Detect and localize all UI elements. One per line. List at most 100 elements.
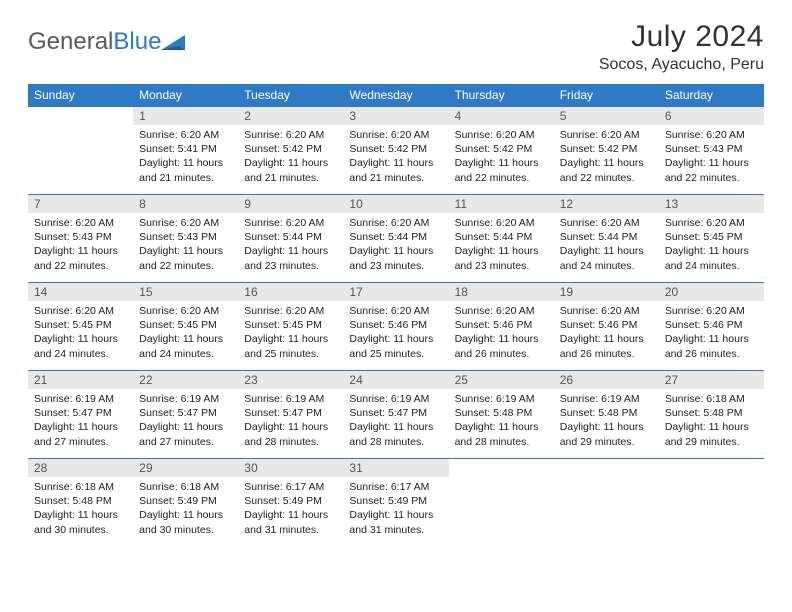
day-number: 19 [554,283,659,301]
day-details: Sunrise: 6:18 AMSunset: 5:49 PMDaylight:… [133,477,238,541]
weekday-wednesday: Wednesday [343,84,448,107]
daylight-line: Daylight: 11 hours and 22 minutes. [455,156,548,184]
daylight-line: Daylight: 11 hours and 30 minutes. [139,508,232,536]
calendar-cell: 26Sunrise: 6:19 AMSunset: 5:48 PMDayligh… [554,371,659,459]
day-details: Sunrise: 6:20 AMSunset: 5:45 PMDaylight:… [659,213,764,277]
day-number: 11 [449,195,554,213]
day-number: 8 [133,195,238,213]
day-number: 2 [238,107,343,125]
sunset-line: Sunset: 5:49 PM [139,494,232,508]
sunset-line: Sunset: 5:48 PM [560,406,653,420]
daylight-line: Daylight: 11 hours and 21 minutes. [349,156,442,184]
daylight-line: Daylight: 11 hours and 27 minutes. [139,420,232,448]
daylight-line: Daylight: 11 hours and 26 minutes. [455,332,548,360]
day-details: Sunrise: 6:20 AMSunset: 5:46 PMDaylight:… [554,301,659,365]
sunrise-line: Sunrise: 6:19 AM [560,392,653,406]
day-number: 27 [659,371,764,389]
day-details: Sunrise: 6:19 AMSunset: 5:47 PMDaylight:… [343,389,448,453]
sunrise-line: Sunrise: 6:20 AM [560,304,653,318]
sunrise-line: Sunrise: 6:19 AM [349,392,442,406]
sunset-line: Sunset: 5:44 PM [455,230,548,244]
calendar-cell: 19Sunrise: 6:20 AMSunset: 5:46 PMDayligh… [554,283,659,371]
sunset-line: Sunset: 5:45 PM [244,318,337,332]
sunset-line: Sunset: 5:49 PM [349,494,442,508]
sunset-line: Sunset: 5:47 PM [349,406,442,420]
daylight-line: Daylight: 11 hours and 29 minutes. [665,420,758,448]
day-details: Sunrise: 6:20 AMSunset: 5:46 PMDaylight:… [659,301,764,365]
logo-word-blue: Blue [113,28,161,55]
daylight-line: Daylight: 11 hours and 21 minutes. [244,156,337,184]
calendar-cell [659,459,764,547]
calendar-cell: 11Sunrise: 6:20 AMSunset: 5:44 PMDayligh… [449,195,554,283]
calendar-cell: 14Sunrise: 6:20 AMSunset: 5:45 PMDayligh… [28,283,133,371]
calendar-cell: 2Sunrise: 6:20 AMSunset: 5:42 PMDaylight… [238,107,343,195]
sunrise-line: Sunrise: 6:20 AM [34,216,127,230]
calendar-cell: 8Sunrise: 6:20 AMSunset: 5:43 PMDaylight… [133,195,238,283]
calendar-cell: 10Sunrise: 6:20 AMSunset: 5:44 PMDayligh… [343,195,448,283]
daylight-line: Daylight: 11 hours and 22 minutes. [560,156,653,184]
day-details: Sunrise: 6:20 AMSunset: 5:43 PMDaylight:… [659,125,764,189]
weekday-friday: Friday [554,84,659,107]
daylight-line: Daylight: 11 hours and 24 minutes. [560,244,653,272]
day-details: Sunrise: 6:20 AMSunset: 5:43 PMDaylight:… [28,213,133,277]
weekday-tuesday: Tuesday [238,84,343,107]
daylight-line: Daylight: 11 hours and 28 minutes. [349,420,442,448]
daylight-line: Daylight: 11 hours and 31 minutes. [349,508,442,536]
calendar-cell: 15Sunrise: 6:20 AMSunset: 5:45 PMDayligh… [133,283,238,371]
day-number: 25 [449,371,554,389]
calendar-cell: 30Sunrise: 6:17 AMSunset: 5:49 PMDayligh… [238,459,343,547]
month-title: July 2024 [599,20,764,54]
daylight-line: Daylight: 11 hours and 25 minutes. [244,332,337,360]
calendar-cell: 29Sunrise: 6:18 AMSunset: 5:49 PMDayligh… [133,459,238,547]
day-details: Sunrise: 6:18 AMSunset: 5:48 PMDaylight:… [659,389,764,453]
day-number: 24 [343,371,448,389]
sunrise-line: Sunrise: 6:18 AM [34,480,127,494]
calendar-row: 28Sunrise: 6:18 AMSunset: 5:48 PMDayligh… [28,459,764,547]
sunrise-line: Sunrise: 6:18 AM [665,392,758,406]
calendar-cell: 1Sunrise: 6:20 AMSunset: 5:41 PMDaylight… [133,107,238,195]
sunset-line: Sunset: 5:43 PM [139,230,232,244]
calendar-row: 7Sunrise: 6:20 AMSunset: 5:43 PMDaylight… [28,195,764,283]
sunrise-line: Sunrise: 6:20 AM [34,304,127,318]
calendar-cell: 28Sunrise: 6:18 AMSunset: 5:48 PMDayligh… [28,459,133,547]
sunset-line: Sunset: 5:47 PM [139,406,232,420]
sunrise-line: Sunrise: 6:17 AM [349,480,442,494]
daylight-line: Daylight: 11 hours and 27 minutes. [34,420,127,448]
day-number: 29 [133,459,238,477]
daylight-line: Daylight: 11 hours and 31 minutes. [244,508,337,536]
sunset-line: Sunset: 5:42 PM [244,142,337,156]
sunset-line: Sunset: 5:43 PM [665,142,758,156]
calendar-row: 14Sunrise: 6:20 AMSunset: 5:45 PMDayligh… [28,283,764,371]
day-details: Sunrise: 6:20 AMSunset: 5:44 PMDaylight:… [554,213,659,277]
daylight-line: Daylight: 11 hours and 29 minutes. [560,420,653,448]
daylight-line: Daylight: 11 hours and 24 minutes. [34,332,127,360]
day-number: 16 [238,283,343,301]
day-details: Sunrise: 6:20 AMSunset: 5:45 PMDaylight:… [133,301,238,365]
calendar-cell: 12Sunrise: 6:20 AMSunset: 5:44 PMDayligh… [554,195,659,283]
day-number: 13 [659,195,764,213]
sunrise-line: Sunrise: 6:20 AM [455,128,548,142]
day-details: Sunrise: 6:20 AMSunset: 5:46 PMDaylight:… [343,301,448,365]
calendar-cell: 7Sunrise: 6:20 AMSunset: 5:43 PMDaylight… [28,195,133,283]
day-details: Sunrise: 6:20 AMSunset: 5:43 PMDaylight:… [133,213,238,277]
day-number: 4 [449,107,554,125]
day-number: 21 [28,371,133,389]
sunset-line: Sunset: 5:42 PM [560,142,653,156]
calendar-cell: 13Sunrise: 6:20 AMSunset: 5:45 PMDayligh… [659,195,764,283]
sunrise-line: Sunrise: 6:17 AM [244,480,337,494]
day-number: 5 [554,107,659,125]
logo: GeneralBlue [28,20,193,56]
calendar-cell: 20Sunrise: 6:20 AMSunset: 5:46 PMDayligh… [659,283,764,371]
calendar-cell: 21Sunrise: 6:19 AMSunset: 5:47 PMDayligh… [28,371,133,459]
daylight-line: Daylight: 11 hours and 23 minutes. [455,244,548,272]
day-details: Sunrise: 6:18 AMSunset: 5:48 PMDaylight:… [28,477,133,541]
day-details: Sunrise: 6:20 AMSunset: 5:42 PMDaylight:… [554,125,659,189]
day-number: 22 [133,371,238,389]
sunset-line: Sunset: 5:41 PM [139,142,232,156]
sunrise-line: Sunrise: 6:20 AM [349,128,442,142]
sunset-line: Sunset: 5:44 PM [244,230,337,244]
sunset-line: Sunset: 5:46 PM [349,318,442,332]
logo-text: GeneralBlue [28,28,161,56]
day-details: Sunrise: 6:20 AMSunset: 5:42 PMDaylight:… [449,125,554,189]
calendar-cell: 22Sunrise: 6:19 AMSunset: 5:47 PMDayligh… [133,371,238,459]
